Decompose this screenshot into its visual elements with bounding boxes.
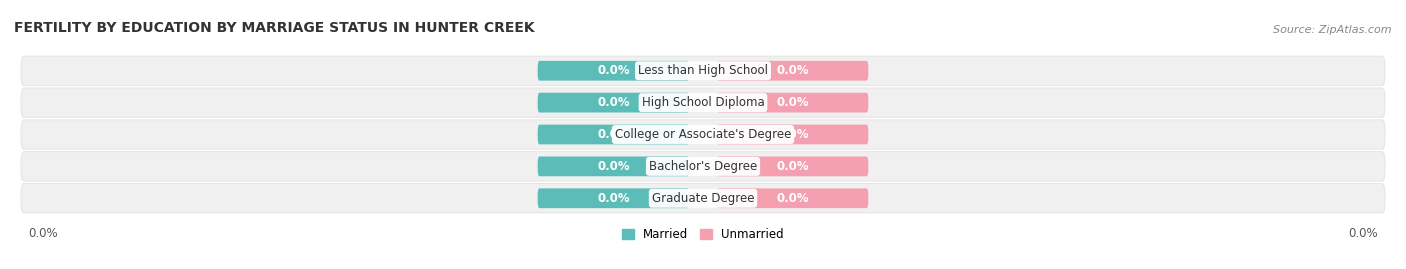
Legend: Married, Unmarried: Married, Unmarried (617, 223, 789, 246)
FancyBboxPatch shape (21, 152, 1385, 181)
Text: 0.0%: 0.0% (776, 96, 808, 109)
FancyBboxPatch shape (717, 157, 869, 176)
FancyBboxPatch shape (537, 188, 689, 208)
FancyBboxPatch shape (537, 157, 689, 176)
Text: College or Associate's Degree: College or Associate's Degree (614, 128, 792, 141)
Text: 0.0%: 0.0% (776, 128, 808, 141)
Text: 0.0%: 0.0% (1348, 228, 1378, 240)
Text: 0.0%: 0.0% (598, 160, 630, 173)
FancyBboxPatch shape (537, 93, 689, 112)
Text: 0.0%: 0.0% (776, 192, 808, 205)
Text: 0.0%: 0.0% (776, 160, 808, 173)
Text: FERTILITY BY EDUCATION BY MARRIAGE STATUS IN HUNTER CREEK: FERTILITY BY EDUCATION BY MARRIAGE STATU… (14, 21, 534, 35)
Text: 0.0%: 0.0% (598, 96, 630, 109)
Text: Source: ZipAtlas.com: Source: ZipAtlas.com (1274, 25, 1392, 35)
Text: 0.0%: 0.0% (598, 192, 630, 205)
FancyBboxPatch shape (717, 125, 869, 144)
Text: Less than High School: Less than High School (638, 64, 768, 77)
FancyBboxPatch shape (717, 93, 869, 112)
FancyBboxPatch shape (21, 56, 1385, 85)
FancyBboxPatch shape (537, 125, 689, 144)
FancyBboxPatch shape (21, 88, 1385, 117)
Text: 0.0%: 0.0% (28, 228, 58, 240)
Text: Graduate Degree: Graduate Degree (652, 192, 754, 205)
Text: 0.0%: 0.0% (776, 64, 808, 77)
FancyBboxPatch shape (21, 120, 1385, 149)
Text: Bachelor's Degree: Bachelor's Degree (650, 160, 756, 173)
FancyBboxPatch shape (717, 61, 869, 81)
Text: 0.0%: 0.0% (598, 64, 630, 77)
Text: High School Diploma: High School Diploma (641, 96, 765, 109)
FancyBboxPatch shape (537, 61, 689, 81)
FancyBboxPatch shape (717, 188, 869, 208)
Text: 0.0%: 0.0% (598, 128, 630, 141)
FancyBboxPatch shape (21, 184, 1385, 213)
